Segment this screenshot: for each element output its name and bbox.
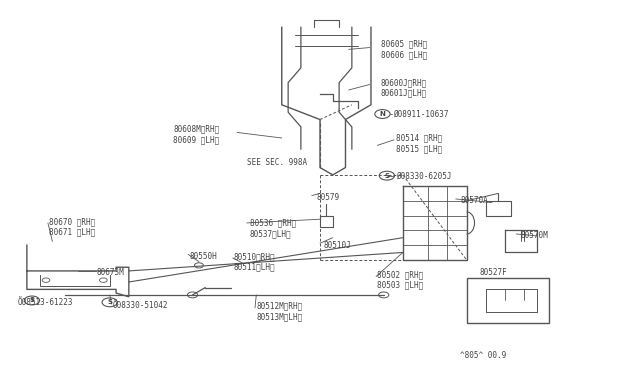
Circle shape — [195, 263, 204, 268]
Text: 80527F: 80527F — [479, 268, 507, 277]
Bar — [467, 278, 549, 323]
Text: 80673M: 80673M — [97, 268, 125, 277]
Text: S: S — [108, 299, 112, 305]
Circle shape — [379, 292, 389, 298]
Text: 80536 〈RH〉
80537〈LH〉: 80536 〈RH〉 80537〈LH〉 — [250, 219, 296, 238]
Text: 80570A: 80570A — [460, 196, 488, 205]
Text: 80550H: 80550H — [189, 251, 217, 261]
Text: 80608M〈RH〉
80609 〈LH〉: 80608M〈RH〉 80609 〈LH〉 — [173, 125, 220, 144]
Text: 80510〈RH〉
80511〈LH〉: 80510〈RH〉 80511〈LH〉 — [234, 252, 276, 272]
Text: Ø08911-10637: Ø08911-10637 — [394, 109, 449, 119]
Text: SEE SEC. 998A: SEE SEC. 998A — [246, 157, 307, 167]
Text: 80502 〈RH〉
80503 〈LH〉: 80502 〈RH〉 80503 〈LH〉 — [378, 270, 424, 290]
Text: 80512M〈RH〉
80513M〈LH〉: 80512M〈RH〉 80513M〈LH〉 — [256, 302, 303, 321]
Text: 80605 〈RH〉
80606 〈LH〉: 80605 〈RH〉 80606 〈LH〉 — [381, 40, 427, 59]
Text: 80600J〈RH〉
80601J〈LH〉: 80600J〈RH〉 80601J〈LH〉 — [381, 78, 427, 98]
Text: 80510J: 80510J — [323, 241, 351, 250]
Text: Õ08513-61223: Õ08513-61223 — [17, 298, 73, 307]
Text: Ø08330-6205J: Ø08330-6205J — [396, 172, 452, 181]
Text: S: S — [385, 173, 389, 179]
Text: 80579: 80579 — [317, 193, 340, 202]
Text: 80670 〈RH〉
80671 〈LH〉: 80670 〈RH〉 80671 〈LH〉 — [49, 217, 95, 236]
Text: 80570M: 80570M — [521, 231, 548, 240]
Text: Õ08330-51042: Õ08330-51042 — [113, 301, 168, 311]
Text: ^805^ 00.9: ^805^ 00.9 — [460, 351, 506, 360]
Text: 80514 〈RH〉
80515 〈LH〉: 80514 〈RH〉 80515 〈LH〉 — [396, 134, 443, 153]
Text: N: N — [380, 111, 385, 117]
Text: S: S — [29, 298, 35, 304]
Circle shape — [188, 292, 198, 298]
